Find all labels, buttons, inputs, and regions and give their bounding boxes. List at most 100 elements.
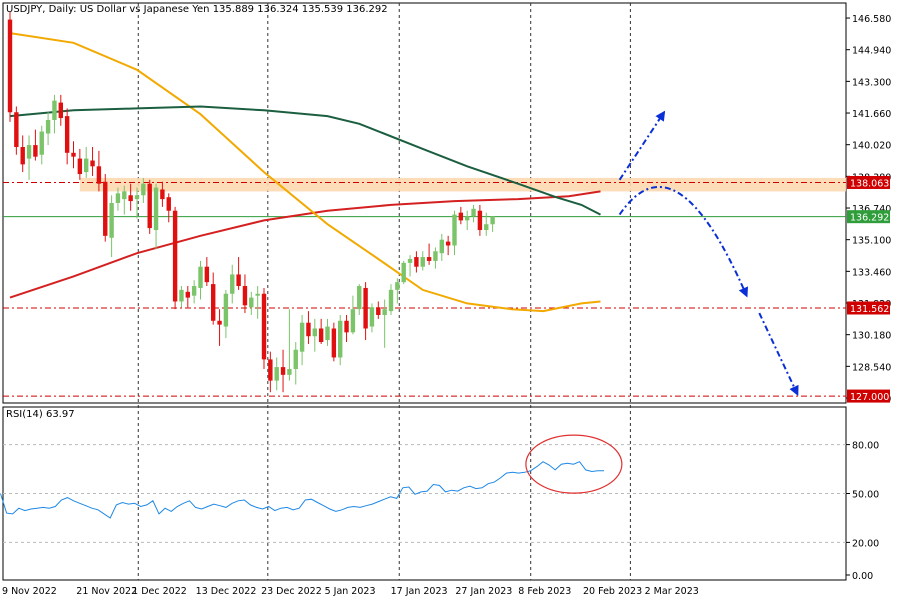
date-tick-label: 1 Dec 2022 (132, 586, 187, 597)
candle (39, 125, 44, 165)
candle-body (350, 309, 356, 333)
candle (376, 301, 381, 319)
price-tags: 138.063 136.292 131.562 127.000 (847, 175, 890, 403)
candle (395, 278, 400, 304)
candle-body (58, 102, 63, 119)
candle-body (439, 239, 444, 254)
candle (115, 187, 121, 211)
date-tick-label: 17 Jan 2023 (391, 586, 448, 597)
candle (147, 179, 152, 234)
date-tick-label: 13 Dec 2022 (196, 586, 257, 597)
candle (306, 311, 311, 344)
candle (357, 284, 362, 315)
date-tick-label: 27 Jan 2023 (455, 586, 512, 597)
candle-body (103, 181, 108, 236)
candle-body (153, 187, 159, 231)
candle (90, 147, 95, 176)
rsi-panel (0, 434, 846, 543)
candle-body (14, 112, 19, 148)
candle-body (363, 287, 368, 329)
candle-body (280, 367, 286, 375)
candle-body (52, 100, 57, 120)
price-tick-label: 133.460 (852, 267, 891, 278)
candle (96, 150, 102, 192)
rsi-tick-label: 20.00 (852, 538, 879, 549)
candle-body (84, 158, 89, 173)
candle-body (299, 322, 305, 352)
candle (122, 185, 127, 215)
candle (414, 251, 419, 273)
candle (407, 255, 413, 277)
candle-body (477, 210, 483, 231)
candle-body (71, 152, 76, 157)
candle-body (172, 210, 178, 302)
price-levels (3, 181, 846, 397)
candle-body (45, 119, 51, 134)
date-tick-label: 20 Feb 2023 (583, 586, 642, 597)
candle-body (64, 116, 70, 153)
candle (484, 212, 489, 236)
forecast-arrow (758, 312, 799, 396)
candle-body (236, 274, 241, 287)
candle-body (490, 216, 495, 225)
axes: 146.580144.940143.300141.660140.020138.3… (2, 14, 891, 597)
candle (103, 174, 108, 242)
chart-grid (137, 3, 631, 580)
price-tag-label: 138.063 (850, 178, 889, 189)
rsi-tick-label: 50.00 (852, 490, 879, 501)
candle-body (395, 282, 400, 290)
candle (249, 291, 254, 315)
candle (439, 233, 444, 261)
candle-body (325, 326, 330, 341)
candle-body (141, 183, 146, 196)
candle (268, 351, 273, 393)
candle-body (185, 291, 190, 298)
forecast-arrow (618, 110, 666, 181)
candle (204, 257, 210, 287)
candle (141, 177, 146, 203)
candle (153, 183, 159, 250)
candle-body (160, 189, 165, 200)
candle (242, 274, 248, 314)
candle-body (338, 320, 343, 358)
candle (198, 260, 203, 300)
candle-body (39, 131, 44, 155)
candle (172, 206, 178, 310)
candle-body (318, 328, 324, 343)
candle (445, 235, 451, 256)
candle (160, 181, 165, 207)
candle (325, 318, 330, 346)
price-tag-box (847, 175, 890, 189)
candle (7, 11, 13, 122)
price-tick-label: 144.940 (852, 46, 891, 57)
forecast-arrows (618, 110, 799, 396)
candle (84, 147, 89, 178)
candle-body (465, 216, 470, 221)
candle (211, 272, 216, 325)
candle-body (414, 257, 419, 267)
candle (401, 260, 406, 285)
candle (382, 299, 387, 348)
moving-average-mid (9, 105, 601, 216)
candle-body (344, 320, 349, 333)
candle-body (249, 297, 254, 308)
candle (274, 357, 279, 391)
date-tick-label: 8 Feb 2023 (518, 586, 571, 597)
candles (7, 11, 495, 393)
candle-body (223, 293, 229, 327)
candle-body (312, 328, 317, 337)
candle (331, 322, 337, 362)
date-tick-label: 5 Jan 2023 (325, 586, 376, 597)
candle (293, 342, 298, 385)
candle (134, 187, 140, 219)
date-tick-label: 9 Nov 2022 (2, 586, 57, 597)
candle-body (115, 193, 121, 203)
price-tick-label: 140.020 (852, 141, 891, 152)
candle-body (255, 293, 260, 296)
candle (452, 210, 457, 256)
candle (14, 106, 19, 155)
forecast-arrow (618, 186, 749, 298)
candle-body (96, 166, 102, 184)
price-tag-label: 127.000 (850, 392, 889, 403)
